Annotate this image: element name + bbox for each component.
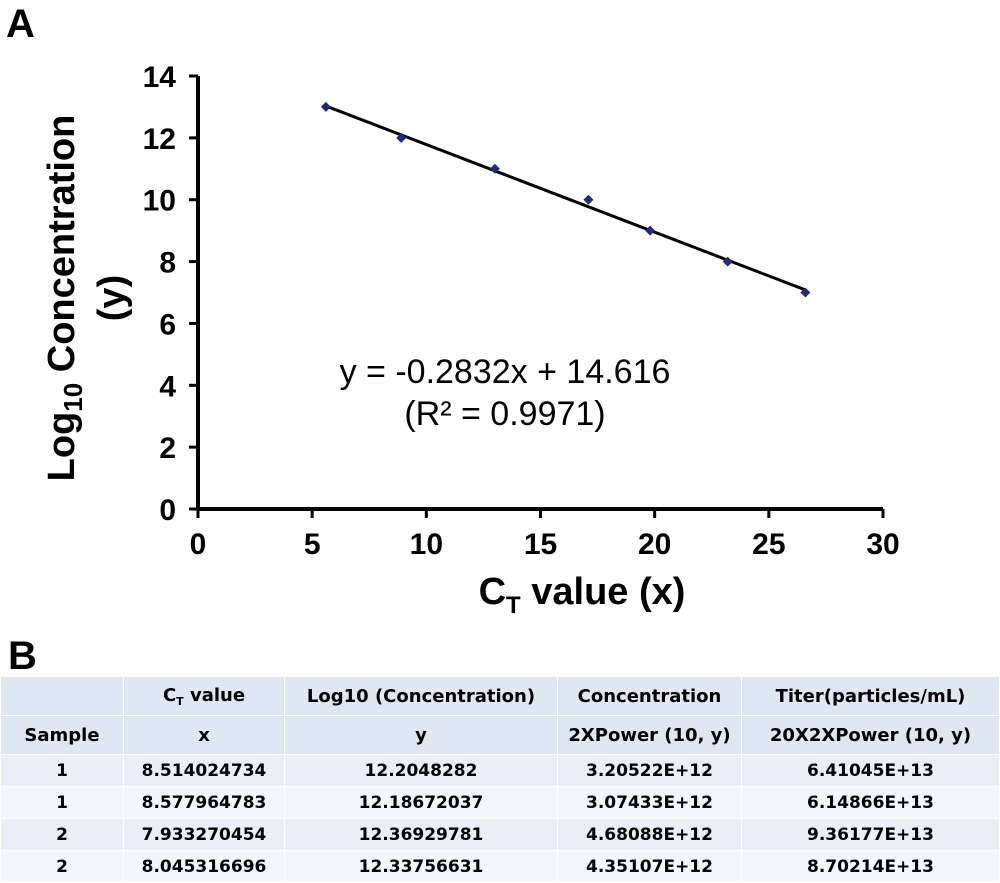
y-axis-title: Log10 Concentration (y): [41, 115, 133, 482]
x-tick-label: 15: [524, 528, 557, 561]
table-cell: 12.36929781: [284, 818, 558, 852]
table-cell: 7.933270454: [123, 818, 285, 852]
panel-label-a: A: [6, 2, 35, 46]
table-header-row-2: Sample x y 2XPower (10, y) 20X2XPower (1…: [0, 715, 1000, 756]
table-cell: 1: [0, 786, 124, 820]
x-tick-label: 5: [304, 528, 321, 561]
results-table: CT value Log10 (Concentration) Concentra…: [0, 675, 1000, 883]
y-tick-label: 2: [159, 432, 176, 465]
header-cell: 20X2XPower (10, y): [741, 715, 1000, 756]
header-cell-ct-value: CT value: [123, 675, 285, 717]
data-point: [722, 256, 733, 267]
table-cell: 9.36177E+13: [741, 818, 1000, 852]
table-row: 1 8.577964783 12.18672037 3.07433E+12 6.…: [0, 786, 1000, 820]
svg-text:Log10 Concentration: Log10 Concentration: [41, 115, 88, 482]
regression-equation: y = -0.2832x + 14.616: [340, 353, 671, 391]
table-cell: 4.68088E+12: [557, 818, 742, 852]
y-tick-label: 0: [159, 494, 176, 527]
data-points: [320, 101, 811, 298]
header-cell: [0, 675, 124, 717]
data-point: [489, 163, 500, 174]
panel-label-b: B: [8, 634, 37, 678]
table-cell: 1: [0, 754, 124, 788]
plot-area: 0 5 10 15 20 25 30 0 2 4 6 8 10 12 14: [143, 61, 900, 561]
x-tick-label: 25: [752, 528, 785, 561]
x-axis-title: CT value (x): [479, 571, 686, 619]
table-cell: 4.35107E+12: [557, 850, 742, 883]
table-row: 2 8.045316696 12.33756631 4.35107E+12 8.…: [0, 850, 1000, 883]
trendline: [325, 104, 806, 292]
header-cell-log10: Log10 (Concentration): [284, 675, 558, 717]
y-ticks: 0 2 4 6 8 10 12 14: [143, 61, 198, 527]
table-cell: 12.33756631: [284, 850, 558, 883]
header-cell: 2XPower (10, y): [557, 715, 742, 756]
scatter-chart: 0 5 10 15 20 25 30 0 2 4 6 8 10 12 14 y = -0.2832x + …: [41, 61, 900, 619]
data-point: [583, 194, 594, 205]
y-tick-label: 8: [159, 247, 176, 280]
x-ticks: 0 5 10 15 20 25 30: [190, 509, 900, 561]
header-cell-concentration: Concentration: [557, 675, 742, 717]
y-tick-label: 10: [143, 185, 176, 218]
svg-text:(y): (y): [91, 275, 133, 321]
table-cell: 12.2048282: [284, 754, 558, 788]
y-tick-label: 6: [159, 308, 176, 341]
table-cell: 8.514024734: [123, 754, 285, 788]
x-tick-label: 20: [638, 528, 671, 561]
r-squared-label: (R² = 0.9971): [404, 395, 605, 433]
table-cell: 3.07433E+12: [557, 786, 742, 820]
x-tick-label: 10: [410, 528, 443, 561]
table-header-row-1: CT value Log10 (Concentration) Concentra…: [0, 675, 1000, 717]
table-cell: 6.14866E+13: [741, 786, 1000, 820]
table-cell: 2: [0, 818, 124, 852]
y-tick-label: 14: [143, 61, 177, 94]
table-cell: 8.045316696: [123, 850, 285, 883]
table-row: 2 7.933270454 12.36929781 4.68088E+12 9.…: [0, 818, 1000, 852]
header-cell: x: [123, 715, 285, 756]
table-cell: 8.70214E+13: [741, 850, 1000, 883]
data-point: [396, 132, 407, 143]
data-point: [320, 101, 331, 112]
header-cell: y: [284, 715, 558, 756]
data-point: [645, 225, 656, 236]
table-row: 1 8.514024734 12.2048282 3.20522E+12 6.4…: [0, 754, 1000, 788]
y-tick-label: 4: [159, 370, 176, 403]
data-point: [800, 287, 811, 298]
table-cell: 12.18672037: [284, 786, 558, 820]
header-cell: Sample: [0, 715, 124, 756]
y-tick-label: 12: [143, 123, 176, 156]
table-cell: 2: [0, 850, 124, 883]
header-cell-titer: Titer(particles/mL): [741, 675, 1000, 717]
x-tick-label: 0: [190, 528, 207, 561]
x-tick-label: 30: [866, 528, 899, 561]
table-cell: 8.577964783: [123, 786, 285, 820]
table-cell: 3.20522E+12: [557, 754, 742, 788]
table-cell: 6.41045E+13: [741, 754, 1000, 788]
